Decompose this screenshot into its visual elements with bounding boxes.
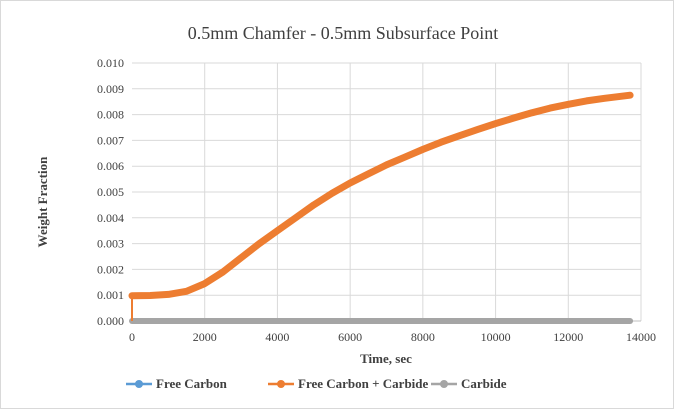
chart-title: 0.5mm Chamfer - 0.5mm Subsurface Point — [188, 23, 498, 43]
y-tick-label: 0.004 — [97, 211, 124, 225]
legend-swatch-marker — [277, 380, 285, 388]
y-tick-label: 0.008 — [97, 108, 124, 122]
series-lines — [128, 91, 634, 324]
tick-labels: 0.000 0.001 0.002 0.003 0.004 0.005 0.006 0.007… — [97, 56, 656, 344]
legend-swatch-marker — [135, 380, 143, 388]
y-tick-label: 0.006 — [97, 159, 124, 173]
y-axis-label: Weight Fraction — [35, 156, 50, 247]
legend-label: Free Carbon — [156, 376, 228, 391]
y-tick-label: 0.000 — [97, 314, 124, 328]
y-tick-label: 0.001 — [97, 288, 124, 302]
x-tick-label: 4000 — [265, 330, 289, 344]
legend-label: Free Carbon + Carbide — [298, 376, 429, 391]
legend: Free Carbon Free Carbon + Carbide Carbide — [126, 376, 507, 391]
legend-swatch-marker — [440, 380, 448, 388]
x-tick-label: 10000 — [481, 330, 511, 344]
y-tick-label: 0.005 — [97, 185, 124, 199]
y-tick-label: 0.009 — [97, 82, 124, 96]
x-tick-label: 2000 — [193, 330, 217, 344]
x-tick-label: 6000 — [338, 330, 362, 344]
x-tick-label: 14000 — [626, 330, 656, 344]
x-axis-label: Time, sec — [360, 351, 412, 366]
x-tick-label: 0 — [129, 330, 135, 344]
x-tick-label: 8000 — [411, 330, 435, 344]
x-tick-label: 12000 — [553, 330, 583, 344]
y-tick-label: 0.003 — [97, 237, 124, 251]
y-tick-label: 0.002 — [97, 262, 124, 276]
y-tick-label: 0.010 — [97, 56, 124, 70]
y-tick-label: 0.007 — [97, 133, 124, 147]
series-line-1 — [128, 91, 634, 300]
legend-label: Carbide — [461, 376, 507, 391]
